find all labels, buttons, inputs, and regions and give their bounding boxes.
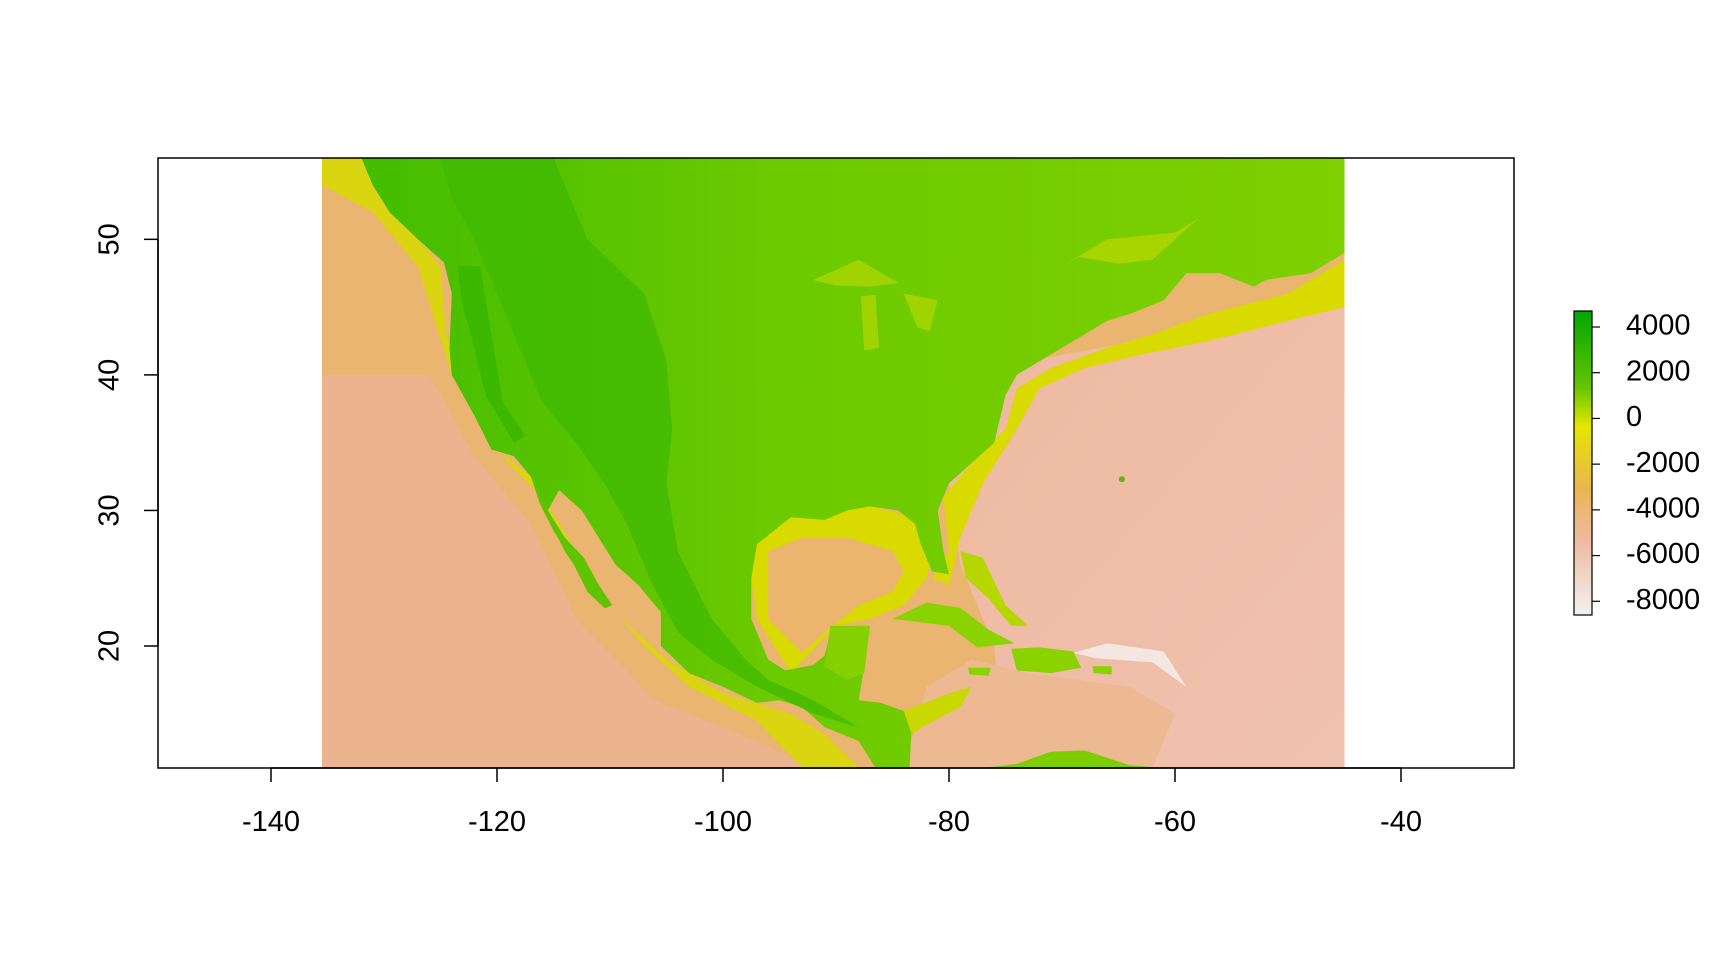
x-tick-label: -120 <box>468 806 526 838</box>
elevation-legend: 4000 2000 0 -2000 -4000 -6000 -8000 <box>1573 310 1700 616</box>
hispaniola <box>1011 647 1082 674</box>
x-tick-label: -140 <box>242 806 300 838</box>
gulf-of-st-lawrence <box>1062 219 1198 267</box>
deep-trench <box>1073 643 1187 687</box>
caribbean-basin <box>903 659 1175 768</box>
legend-tick-label: -8000 <box>1626 584 1700 616</box>
legend-tick-label: -2000 <box>1626 447 1700 479</box>
bahamas-bank <box>960 551 1029 626</box>
elevation-raster <box>321 158 1345 768</box>
y-axis: 20 30 40 50 <box>94 223 159 662</box>
pacific-deep-basin <box>321 374 814 768</box>
puerto-rico <box>1092 666 1112 675</box>
jamaica <box>968 667 991 676</box>
gulf-deep <box>768 537 904 653</box>
x-tick-label: -40 <box>1380 806 1422 838</box>
baja-california <box>530 476 613 608</box>
atlantic-shelf <box>932 259 1345 585</box>
south-america-coast <box>982 750 1164 768</box>
coast-ranges <box>457 266 526 443</box>
lake-huron <box>903 293 938 332</box>
legend-tick-label: 0 <box>1626 401 1642 433</box>
y-tick-label: 40 <box>94 359 126 391</box>
cuba <box>892 602 1015 648</box>
yucatan <box>824 625 870 680</box>
y-tick-label: 30 <box>94 494 126 526</box>
legend-tick-label: 4000 <box>1626 310 1691 342</box>
bermuda <box>1118 476 1125 483</box>
lake-superior <box>813 259 899 287</box>
x-tick-label: -100 <box>694 806 752 838</box>
legend-color-bar <box>1573 310 1593 616</box>
legend-tick-label: -4000 <box>1626 493 1700 525</box>
legend-tick-label: -6000 <box>1626 538 1700 570</box>
nicaragua-rise <box>903 686 972 735</box>
x-tick-label: -60 <box>1154 806 1196 838</box>
lake-michigan <box>860 294 879 351</box>
x-axis: -140 -120 -100 -80 -60 -40 <box>242 767 1422 838</box>
y-tick-label: 20 <box>94 630 126 662</box>
legend-tick-label: 2000 <box>1626 355 1691 387</box>
y-tick-label: 50 <box>94 223 126 255</box>
x-tick-label: -80 <box>928 806 970 838</box>
western-mountains <box>440 158 859 728</box>
